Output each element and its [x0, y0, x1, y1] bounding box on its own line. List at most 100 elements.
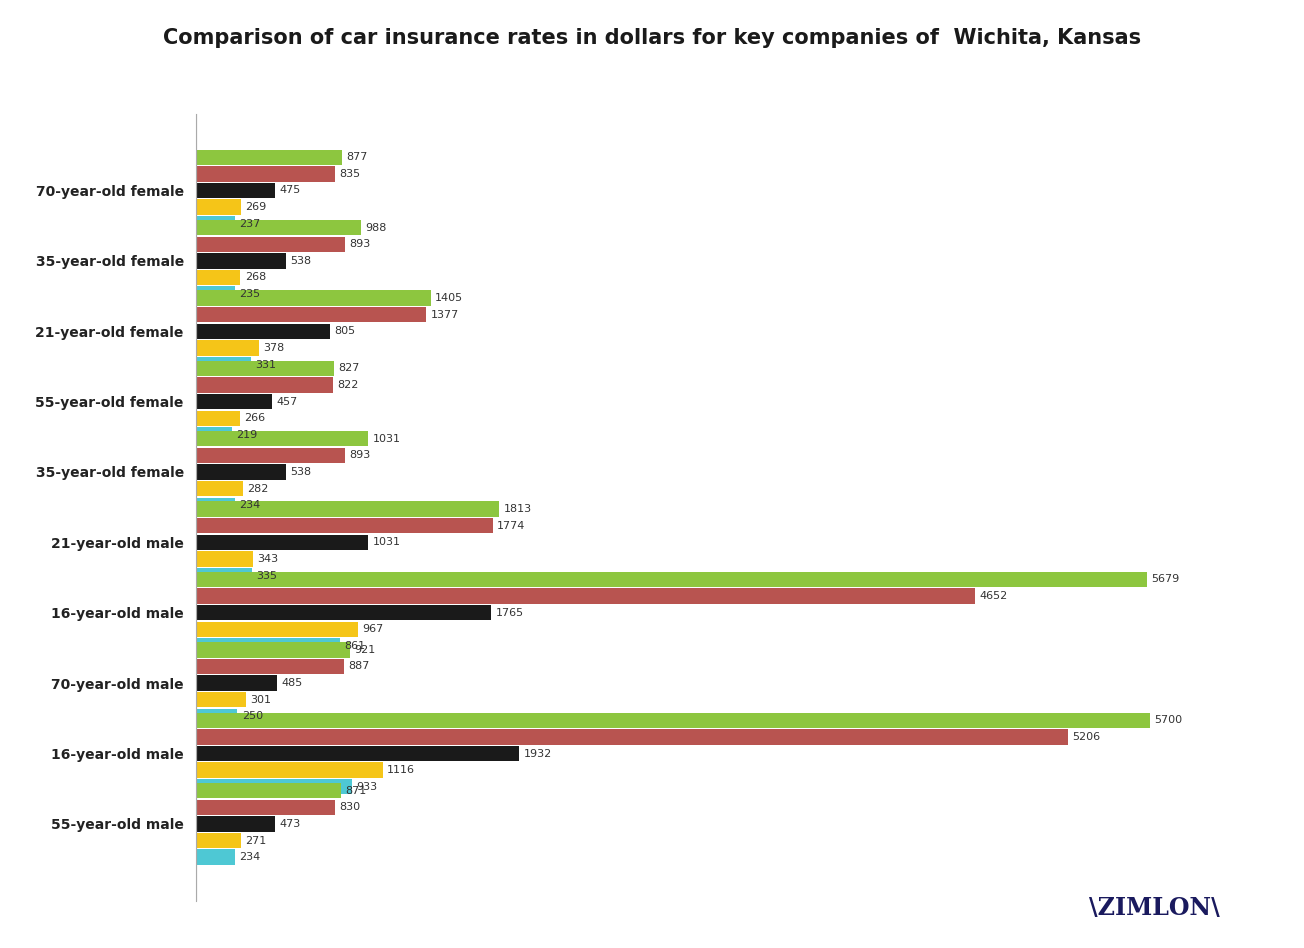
- Text: 282: 282: [246, 483, 269, 494]
- Text: 538: 538: [289, 467, 312, 477]
- Text: 457: 457: [276, 396, 297, 407]
- Text: 271: 271: [245, 835, 266, 846]
- Text: 822: 822: [338, 380, 359, 390]
- Text: 331: 331: [256, 359, 276, 370]
- Bar: [196, 849, 235, 865]
- Bar: [196, 166, 335, 181]
- Bar: [196, 216, 235, 231]
- Bar: [196, 428, 232, 443]
- Bar: [196, 713, 1150, 728]
- Text: 893: 893: [349, 450, 370, 461]
- Text: 835: 835: [339, 169, 361, 179]
- Bar: [196, 394, 273, 410]
- Text: 1116: 1116: [387, 765, 415, 775]
- Bar: [196, 253, 286, 268]
- Bar: [196, 709, 237, 724]
- Text: 269: 269: [245, 202, 266, 212]
- Bar: [196, 431, 368, 447]
- Text: 1377: 1377: [430, 310, 459, 319]
- Bar: [196, 572, 1146, 587]
- Bar: [196, 779, 352, 794]
- Bar: [196, 638, 340, 654]
- Bar: [196, 605, 492, 620]
- Bar: [196, 340, 259, 356]
- Text: 473: 473: [279, 819, 300, 829]
- Text: 827: 827: [338, 363, 360, 374]
- Bar: [196, 518, 493, 534]
- Text: 234: 234: [239, 501, 261, 510]
- Text: 893: 893: [349, 239, 370, 249]
- Bar: [196, 746, 519, 761]
- Text: 1774: 1774: [497, 520, 526, 531]
- Bar: [196, 183, 275, 198]
- Bar: [196, 360, 334, 376]
- Text: 805: 805: [335, 326, 356, 337]
- Bar: [196, 692, 246, 707]
- Text: 861: 861: [344, 641, 365, 651]
- Text: 5679: 5679: [1151, 574, 1179, 585]
- Text: 1031: 1031: [373, 538, 400, 547]
- Text: 301: 301: [250, 695, 271, 704]
- Bar: [196, 481, 243, 497]
- Bar: [196, 323, 330, 338]
- Bar: [196, 270, 240, 285]
- Text: 237: 237: [240, 219, 261, 228]
- Bar: [196, 150, 343, 165]
- Text: 1765: 1765: [496, 608, 523, 618]
- Bar: [196, 622, 357, 637]
- Bar: [196, 676, 276, 691]
- Bar: [196, 307, 426, 322]
- Text: 871: 871: [346, 786, 366, 795]
- Bar: [196, 833, 241, 848]
- Text: 4652: 4652: [979, 592, 1007, 601]
- Bar: [196, 498, 235, 513]
- Bar: [196, 568, 252, 583]
- Bar: [196, 783, 342, 798]
- Text: 921: 921: [355, 645, 376, 655]
- Text: 219: 219: [236, 429, 258, 440]
- Bar: [196, 237, 346, 252]
- Text: 967: 967: [361, 625, 383, 634]
- Text: 268: 268: [245, 272, 266, 283]
- Text: 1031: 1031: [373, 434, 400, 444]
- Bar: [196, 290, 430, 305]
- Text: Comparison of car insurance rates in dollars for key companies of  Wichita, Kans: Comparison of car insurance rates in dol…: [163, 28, 1141, 48]
- Text: 335: 335: [256, 571, 276, 580]
- Bar: [196, 220, 361, 235]
- Text: 343: 343: [257, 554, 278, 564]
- Bar: [196, 199, 241, 215]
- Text: 5206: 5206: [1072, 732, 1099, 742]
- Bar: [196, 659, 344, 674]
- Text: 538: 538: [289, 256, 312, 265]
- Bar: [196, 729, 1068, 744]
- Bar: [196, 447, 346, 463]
- Text: 266: 266: [244, 413, 266, 423]
- Text: 887: 887: [348, 662, 370, 671]
- Text: 235: 235: [239, 289, 261, 300]
- Text: 830: 830: [339, 802, 360, 812]
- Bar: [196, 356, 252, 373]
- Bar: [196, 552, 253, 567]
- Bar: [196, 465, 286, 480]
- Text: 250: 250: [241, 711, 263, 721]
- Text: 877: 877: [347, 153, 368, 162]
- Bar: [196, 377, 334, 392]
- Bar: [196, 642, 349, 658]
- Text: 1813: 1813: [503, 504, 532, 514]
- Text: 234: 234: [239, 852, 261, 862]
- Bar: [196, 799, 335, 815]
- Bar: [196, 589, 975, 604]
- Bar: [196, 816, 275, 831]
- Text: 5700: 5700: [1154, 715, 1183, 725]
- Bar: [196, 286, 235, 301]
- Text: 485: 485: [282, 678, 303, 688]
- Text: 378: 378: [263, 343, 284, 353]
- Text: 1932: 1932: [523, 749, 552, 758]
- Text: 475: 475: [279, 186, 301, 195]
- Text: \ZIMLON\: \ZIMLON\: [1089, 896, 1219, 920]
- Bar: [196, 410, 240, 426]
- Text: 1405: 1405: [436, 293, 463, 303]
- Bar: [196, 762, 382, 777]
- Bar: [196, 535, 368, 550]
- Bar: [196, 501, 499, 517]
